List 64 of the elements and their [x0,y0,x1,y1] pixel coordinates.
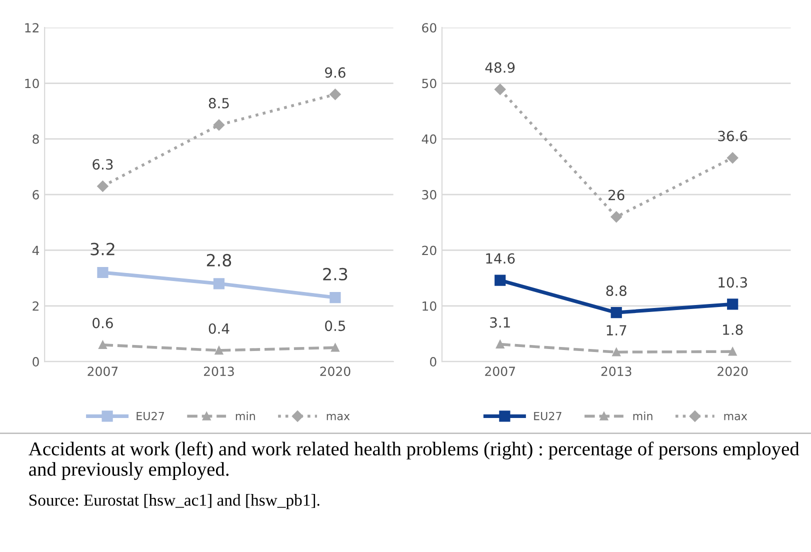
data-label: 8.8 [606,285,626,296]
point [610,307,622,318]
point [97,180,108,192]
point [331,343,340,352]
data-label: 1.8 [723,324,743,335]
x-tick-label: 2020 [718,366,748,376]
x-tick-label: 2020 [320,366,350,376]
legend-label: EU27 [534,412,562,420]
point [213,119,225,131]
point [330,292,341,304]
data-label: 8.5 [208,98,229,108]
legend-label: max [724,414,748,420]
data-label: 36.6 [718,130,748,142]
legend-label: min [236,412,255,420]
y-tick-label: 10 [422,301,436,311]
y-tick-label: 2 [32,301,38,311]
y-tick-label: 10 [25,78,39,88]
point [728,347,737,356]
point [612,348,621,356]
legend-label: max [326,414,350,420]
point [494,274,506,286]
y-tick-label: 0 [32,357,39,366]
point [330,88,341,100]
data-label: 48.9 [485,62,515,73]
y-tick-label: 40 [422,134,436,144]
y-tick-label: 0 [430,357,436,366]
point [496,340,504,348]
text: Accidents at work (left) and work related health problems (right) : percentage of persons employed and previously employed. [28,442,800,480]
y-tick-label: 8 [32,134,39,144]
data-label: 9.6 [325,67,346,78]
data-label: 6.3 [92,159,113,170]
y-tick-label: 6 [32,190,39,200]
y-tick-label: 50 [422,78,436,88]
point [214,346,224,355]
y-tick-label: 4 [32,246,40,255]
source-note: Source: Eurostat [hsw_ac1] and [hsw_pb1]. [30,494,320,510]
point [726,152,738,164]
data-label: 2.3 [323,268,348,280]
x-tick-label: 2007 [485,366,515,376]
data-label: 3.1 [490,317,510,328]
y-tick-label: 60 [422,23,436,33]
legend-label: EU27 [136,412,164,420]
data-label: 14.6 [486,253,515,264]
point [610,211,622,222]
data-label: 10.3 [718,277,747,288]
legend-label: min [633,412,652,420]
data-label: 0.6 [92,318,113,328]
x-tick-label: 2007 [88,366,118,376]
point [98,340,107,350]
point [97,266,108,278]
x-tick-label: 2013 [204,366,234,376]
data-label: 3.2 [90,242,114,256]
point [727,298,738,310]
data-label: 26 [608,190,624,200]
data-label: 0.5 [325,320,346,332]
data-label: 0.4 [208,323,230,334]
point [213,278,225,290]
y-tick-label: 20 [422,246,436,256]
x-tick-label: 2013 [601,366,632,376]
y-tick-label: 30 [422,190,436,200]
data-label: 2.8 [206,254,232,267]
y-tick-label: 12 [25,23,38,32]
data-label: 1.7 [606,325,626,336]
point [494,84,506,95]
